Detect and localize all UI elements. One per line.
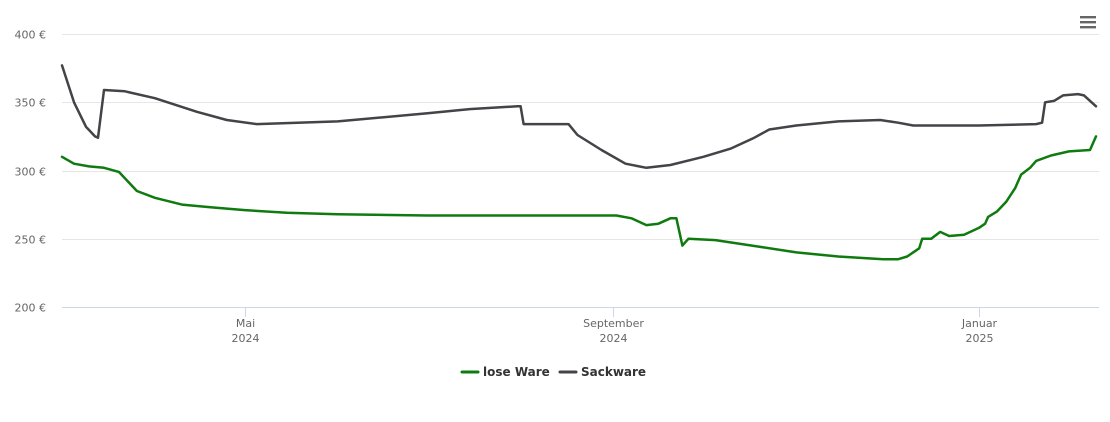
series-lines: [60, 64, 1098, 261]
legend-label: Sackware: [581, 365, 646, 379]
series-line-0: [60, 135, 1098, 261]
chart-menu-button[interactable]: [1079, 14, 1097, 30]
x-tick-year-label: 2025: [966, 332, 994, 345]
legend-item[interactable]: Sackware: [558, 365, 646, 379]
y-tick-label: 350 €: [15, 97, 47, 110]
y-tick-label: 400 €: [15, 29, 47, 42]
legend: lose Ware Sackware: [460, 365, 646, 379]
x-tick-year-label: 2024: [600, 332, 628, 345]
y-tick-label: 300 €: [15, 166, 47, 179]
y-axis-ticks: 200 € 250 € 300 € 350 € 400 €: [15, 29, 47, 315]
x-tick-month-label: September: [583, 317, 644, 330]
y-tick-label: 250 €: [15, 234, 47, 247]
legend-label: lose Ware: [483, 365, 550, 379]
x-tick-month-label: Mai: [236, 317, 255, 330]
y-tick-label: 200 €: [15, 302, 47, 315]
series-line-1: [60, 64, 1098, 170]
x-axis-ticks: Mai 2024 September 2024 Januar 2025: [232, 307, 998, 345]
hamburger-icon: [1080, 16, 1096, 29]
x-tick-year-label: 2024: [232, 332, 260, 345]
legend-item[interactable]: lose Ware: [460, 365, 550, 379]
x-tick-month-label: Januar: [961, 317, 998, 330]
